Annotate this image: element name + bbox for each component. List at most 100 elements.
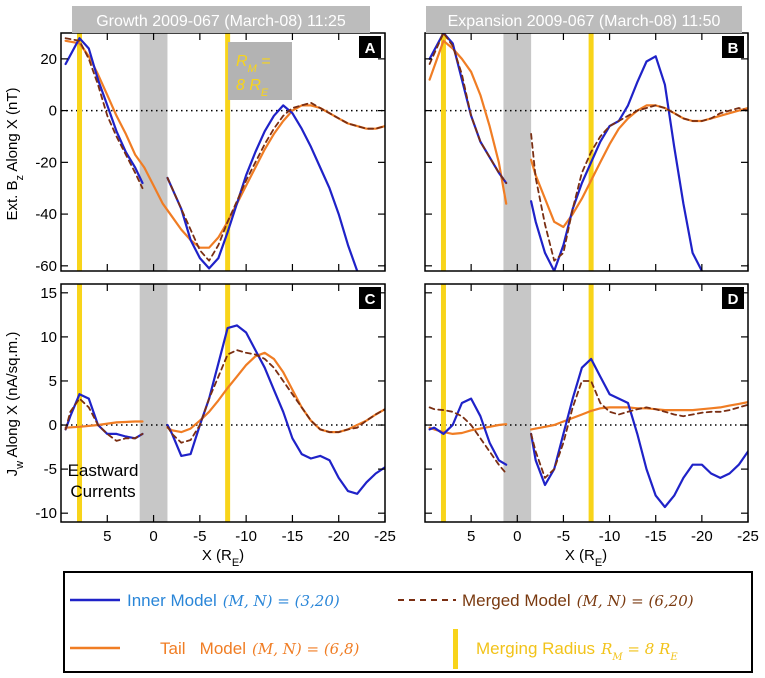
merging-radius-bar xyxy=(225,284,231,522)
merging-radius-bar xyxy=(440,284,446,522)
rm-l1-main: R xyxy=(236,53,248,70)
y-tick-label: 20 xyxy=(40,51,57,68)
x-tick-label: -25 xyxy=(374,528,396,545)
merged-series-line xyxy=(64,37,144,190)
merged-series-line xyxy=(64,397,144,442)
legend-merged-label: Merged Model xyxy=(462,591,571,610)
rm-l2-main: 8 R xyxy=(236,77,261,94)
legend-tail-text: Tail Model (M, N) = (6,8) xyxy=(160,639,360,658)
y-tick-label: -20 xyxy=(35,154,57,171)
panel-C: 15 10 5 0 -5 -10 5 0 -5 -10 -15 -20 -25 C xyxy=(35,283,396,545)
xlabel-left-main: X (R xyxy=(202,547,232,564)
inner-series-line xyxy=(166,324,385,495)
inner-series-line xyxy=(529,55,704,271)
legend-inner-params: (M, N) = (3,20) xyxy=(223,592,340,610)
merged-series-line xyxy=(530,380,748,479)
panel-frame xyxy=(424,283,749,523)
title-bg-left xyxy=(72,6,370,33)
merging-radius-bar xyxy=(440,33,446,271)
legend-radius-r: R xyxy=(600,640,612,658)
inner-series-line xyxy=(166,104,359,271)
panel-B: B xyxy=(424,32,749,272)
legend-radius-bar xyxy=(453,629,458,669)
ylabel-bottom-sub: w xyxy=(14,461,26,470)
merging-radius-bar xyxy=(77,33,83,271)
x-tick-label: -5 xyxy=(557,528,570,545)
merging-radius-bar xyxy=(225,33,231,271)
ylabel-bottom: Jw Along X (nA/sq.m.) xyxy=(4,332,26,477)
rm-label-line1: RM = xyxy=(236,53,271,75)
x-tick-label: -15 xyxy=(282,528,304,545)
legend-radius-label: Merging Radius xyxy=(476,639,595,658)
x-tick-label: -5 xyxy=(193,528,206,545)
ylabel-top-main: Ext. B xyxy=(4,181,21,221)
y-tick-label: -40 xyxy=(35,206,57,223)
gap-band xyxy=(139,284,168,522)
merged-series-line xyxy=(428,406,508,475)
merged-series-line xyxy=(530,104,748,262)
xlabel-left: X (RE) xyxy=(202,547,244,569)
x-tick-label: -25 xyxy=(737,528,759,545)
legend-merged-text: Merged Model (M, N) = (6,20) xyxy=(462,591,694,610)
ylabel-top-sub: z xyxy=(14,175,26,181)
x-tick-label: -20 xyxy=(328,528,350,545)
panel-letter: D xyxy=(728,291,739,308)
x-tick-label: -10 xyxy=(599,528,621,545)
rm-l1-sub: M xyxy=(248,63,258,75)
ylabel-bottom-rest: Along X (nA/sq.m.) xyxy=(4,332,21,461)
legend-tail-params: (M, N) = (6,8) xyxy=(252,640,360,658)
panels-group: 20 0 -20 -40 -60 A B 15 10 5 0 -5 -10 5 0 -5 -10 -15 -20 -2… xyxy=(35,32,759,545)
xlabel-right: X (RE) xyxy=(565,547,607,569)
x-tick-label: -15 xyxy=(645,528,667,545)
xlabel-left-sub: E xyxy=(232,557,239,569)
tail-series-line xyxy=(428,39,508,205)
y-tick-label: 5 xyxy=(49,373,57,390)
panel-letter: C xyxy=(365,291,376,308)
panel-A: 20 0 -20 -40 -60 A xyxy=(35,32,386,275)
rm-l1-rest: = xyxy=(257,53,271,70)
ylabel-top: Ext. Bz Along X (nT) xyxy=(4,87,26,220)
gap-band xyxy=(139,33,168,271)
rm-l2-sub: E xyxy=(261,87,269,99)
merging-radius-bar xyxy=(77,284,83,522)
x-tick-label: 0 xyxy=(513,528,521,545)
y-tick-label: 15 xyxy=(40,285,57,302)
legend-tail-label: Tail Model xyxy=(160,639,246,658)
inner-series-line xyxy=(64,37,144,185)
legend-radius-text: Merging Radius RM = 8 RE xyxy=(476,639,678,663)
ylabel-bottom-main: J xyxy=(4,469,21,477)
y-tick-label: -5 xyxy=(44,461,57,478)
ylabel-top-rest: Along X (nT) xyxy=(4,87,21,175)
legend-merged-params: (M, N) = (6,20) xyxy=(577,592,694,610)
y-tick-label: 10 xyxy=(40,329,57,346)
xlabel-right-end: ) xyxy=(602,547,607,564)
annotation-line2: Currents xyxy=(70,482,135,501)
legend-radius-rest: = 8 R xyxy=(623,640,671,658)
legend-inner-text: Inner Model (M, N) = (3,20) xyxy=(127,591,340,610)
y-tick-label: 0 xyxy=(49,103,57,120)
panel-frame xyxy=(424,32,749,272)
merging-radius-bar xyxy=(588,284,594,522)
legend-inner-label: Inner Model xyxy=(127,591,217,610)
rm-label-box xyxy=(228,42,292,100)
merged-series-line xyxy=(166,349,385,444)
annotation-line1: Eastward xyxy=(68,461,139,480)
panel-letter: A xyxy=(365,40,376,57)
panel-D: 5 0 -5 -10 -15 -20 -25 D xyxy=(424,283,759,545)
gap-band xyxy=(503,33,532,271)
x-tick-label: 5 xyxy=(467,528,475,545)
panel-letter: B xyxy=(728,40,739,57)
x-tick-label: 5 xyxy=(103,528,111,545)
tail-series-line xyxy=(64,420,144,429)
x-tick-label: -20 xyxy=(691,528,713,545)
legend-radius-e: E xyxy=(669,652,678,663)
inner-series-line xyxy=(428,397,508,466)
inner-series-line xyxy=(529,357,748,509)
col-title-right: Expansion 2009-067 (March-08) 11:50 xyxy=(448,13,721,30)
panel-letter-box xyxy=(359,287,381,309)
legend-radius-m: M xyxy=(611,652,623,663)
tail-series-line xyxy=(166,351,385,434)
merged-series-line xyxy=(166,101,385,262)
tail-series-line xyxy=(529,104,748,229)
